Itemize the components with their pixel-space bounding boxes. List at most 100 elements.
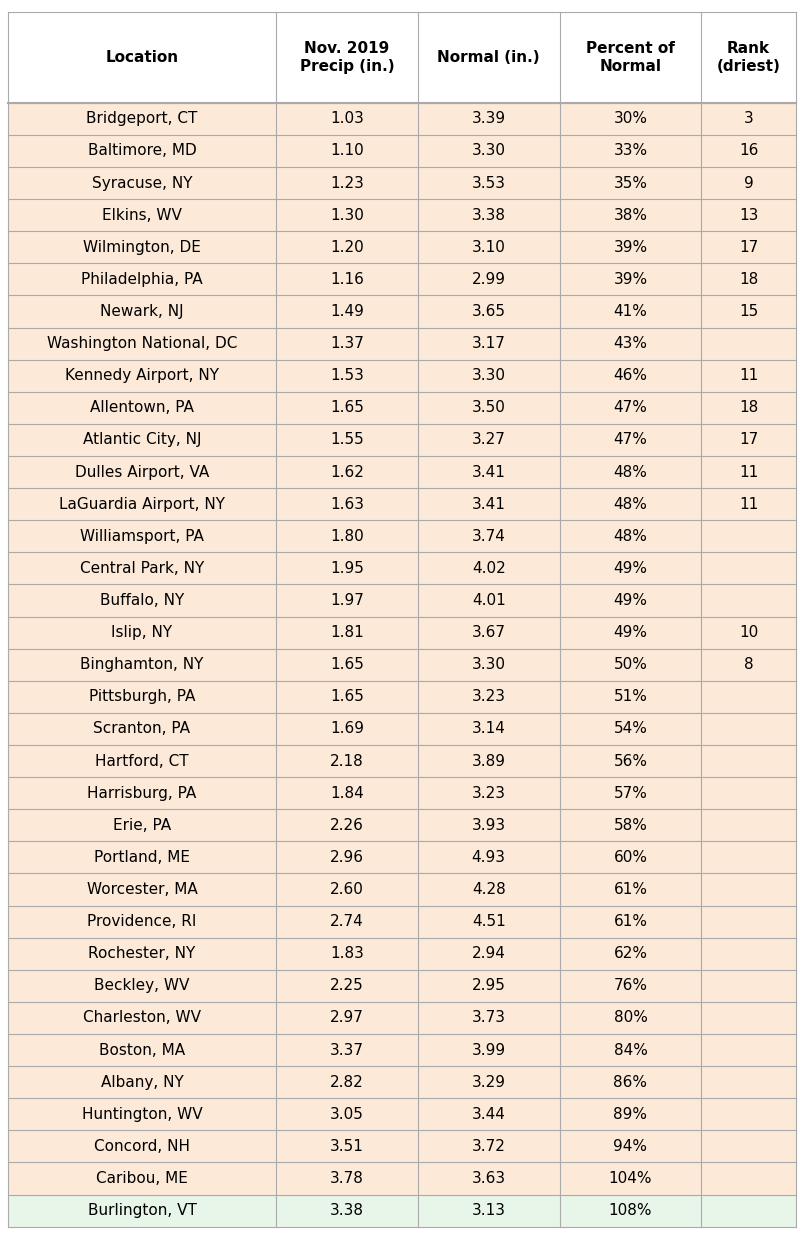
- Bar: [275, 809, 418, 841]
- Text: 76%: 76%: [613, 979, 646, 994]
- Bar: [700, 12, 795, 103]
- Text: Normal (in.): Normal (in.): [437, 50, 540, 66]
- Bar: [418, 1098, 559, 1130]
- Text: 3.30: 3.30: [471, 657, 505, 673]
- Text: 3.30: 3.30: [471, 144, 505, 159]
- Bar: [700, 327, 795, 359]
- Bar: [275, 327, 418, 359]
- Bar: [8, 232, 275, 264]
- Text: 1.10: 1.10: [329, 144, 363, 159]
- Text: 3.41: 3.41: [471, 465, 505, 479]
- Bar: [8, 585, 275, 617]
- Text: 43%: 43%: [613, 336, 646, 351]
- Text: 1.53: 1.53: [329, 368, 363, 383]
- Bar: [559, 488, 700, 520]
- Text: 60%: 60%: [613, 850, 646, 865]
- Text: 3.13: 3.13: [471, 1203, 505, 1218]
- Text: 46%: 46%: [613, 368, 646, 383]
- Text: 1.49: 1.49: [329, 304, 363, 318]
- Bar: [418, 1162, 559, 1194]
- Bar: [559, 649, 700, 680]
- Text: 108%: 108%: [608, 1203, 651, 1218]
- Text: Rank
(driest): Rank (driest): [715, 41, 780, 74]
- Bar: [700, 359, 795, 392]
- Bar: [8, 456, 275, 488]
- Bar: [418, 873, 559, 906]
- Bar: [700, 712, 795, 745]
- Bar: [700, 938, 795, 970]
- Bar: [275, 135, 418, 167]
- Bar: [559, 777, 700, 809]
- Bar: [559, 1066, 700, 1098]
- Text: 3.30: 3.30: [471, 368, 505, 383]
- Text: Dulles Airport, VA: Dulles Airport, VA: [75, 465, 209, 479]
- Bar: [8, 970, 275, 1002]
- Bar: [418, 809, 559, 841]
- Text: Bridgeport, CT: Bridgeport, CT: [86, 112, 198, 126]
- Bar: [700, 1162, 795, 1194]
- Text: 3.63: 3.63: [471, 1171, 505, 1186]
- Text: 17: 17: [738, 432, 757, 447]
- Text: Washington National, DC: Washington National, DC: [47, 336, 237, 351]
- Text: 3.38: 3.38: [471, 208, 505, 223]
- Bar: [418, 424, 559, 456]
- Bar: [8, 392, 275, 424]
- Bar: [8, 1130, 275, 1162]
- Text: 3.65: 3.65: [471, 304, 505, 318]
- Bar: [418, 103, 559, 135]
- Text: 30%: 30%: [613, 112, 646, 126]
- Bar: [8, 199, 275, 232]
- Text: 94%: 94%: [613, 1139, 646, 1154]
- Text: 3.05: 3.05: [329, 1106, 363, 1121]
- Text: 1.03: 1.03: [329, 112, 363, 126]
- Text: 3.27: 3.27: [471, 432, 505, 447]
- Bar: [559, 264, 700, 295]
- Bar: [418, 1002, 559, 1035]
- Text: 2.26: 2.26: [329, 818, 363, 833]
- Text: 1.23: 1.23: [329, 176, 363, 191]
- Bar: [700, 809, 795, 841]
- Text: Newark, NJ: Newark, NJ: [100, 304, 184, 318]
- Bar: [275, 938, 418, 970]
- Text: 1.65: 1.65: [329, 400, 363, 415]
- Text: 3.99: 3.99: [471, 1042, 505, 1058]
- Bar: [559, 167, 700, 199]
- Bar: [700, 135, 795, 167]
- Text: 3.37: 3.37: [329, 1042, 364, 1058]
- Bar: [275, 906, 418, 938]
- Text: 3.23: 3.23: [471, 689, 505, 704]
- Bar: [700, 585, 795, 617]
- Bar: [700, 232, 795, 264]
- Bar: [8, 488, 275, 520]
- Bar: [700, 456, 795, 488]
- Bar: [418, 520, 559, 553]
- Text: 38%: 38%: [613, 208, 646, 223]
- Text: 104%: 104%: [608, 1171, 651, 1186]
- Text: 3.53: 3.53: [471, 176, 505, 191]
- Text: 18: 18: [738, 271, 757, 287]
- Bar: [275, 1162, 418, 1194]
- Bar: [559, 199, 700, 232]
- Bar: [8, 295, 275, 327]
- Bar: [559, 359, 700, 392]
- Bar: [275, 1098, 418, 1130]
- Text: 3.51: 3.51: [329, 1139, 363, 1154]
- Text: 13: 13: [738, 208, 757, 223]
- Text: Percent of
Normal: Percent of Normal: [585, 41, 674, 74]
- Text: 2.18: 2.18: [329, 753, 363, 768]
- Text: 1.80: 1.80: [329, 529, 363, 544]
- Bar: [559, 1162, 700, 1194]
- Text: 1.95: 1.95: [329, 561, 363, 576]
- Text: 2.82: 2.82: [329, 1074, 363, 1089]
- Text: 48%: 48%: [613, 465, 646, 479]
- Text: 3.72: 3.72: [471, 1139, 505, 1154]
- Text: 4.01: 4.01: [471, 593, 505, 608]
- Text: 1.81: 1.81: [329, 626, 363, 641]
- Text: Pittsburgh, PA: Pittsburgh, PA: [88, 689, 195, 704]
- Text: 1.65: 1.65: [329, 689, 363, 704]
- Bar: [559, 424, 700, 456]
- Bar: [700, 680, 795, 712]
- Bar: [559, 1194, 700, 1227]
- Bar: [275, 970, 418, 1002]
- Bar: [8, 809, 275, 841]
